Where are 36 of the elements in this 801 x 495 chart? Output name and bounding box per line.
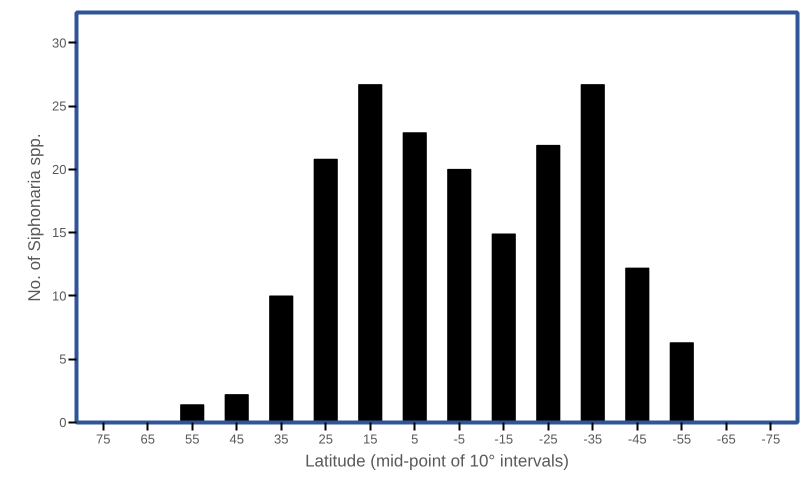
bar [625,268,650,422]
x-tick-label: 5 [411,432,418,446]
bar [492,233,516,422]
x-tick-label: -15 [494,432,514,446]
bar [402,132,427,422]
x-tick-label: 15 [363,432,378,446]
x-tick-label: -65 [716,432,736,446]
x-tick-label: -5 [453,432,466,446]
bar [580,84,605,422]
y-tick-label: 0 [59,415,67,430]
x-tick-label: -25 [538,432,558,446]
y-axis-title: No. of Siphonaria spp. [25,133,44,302]
x-tick-label: 65 [140,432,155,446]
y-tick-label: 30 [52,35,67,50]
bar [314,158,338,422]
x-axis-title: Latitude (mid-point of 10° intervals) [305,452,569,470]
y-tick-label: 10 [52,288,67,304]
x-tick-label: -55 [672,432,692,446]
y-tick-label: 5 [59,352,67,367]
bar [447,168,472,422]
bar [670,342,694,422]
x-tick-label: 55 [184,432,200,446]
x-tick-label: 35 [274,432,288,446]
x-tick-label: -45 [628,432,647,446]
x-tick-label: 45 [229,432,244,446]
y-tick-label: 25 [52,98,67,114]
bar [536,144,560,422]
x-tick-label: 25 [318,432,333,446]
y-tick-label: 15 [52,225,67,240]
bar [224,394,249,422]
y-tick-label: 20 [52,162,67,177]
bar [269,295,294,422]
x-tick-label: -75 [761,432,780,446]
x-tick-label: -35 [583,432,602,446]
x-tick-label: 75 [96,432,110,446]
bar [358,84,382,422]
